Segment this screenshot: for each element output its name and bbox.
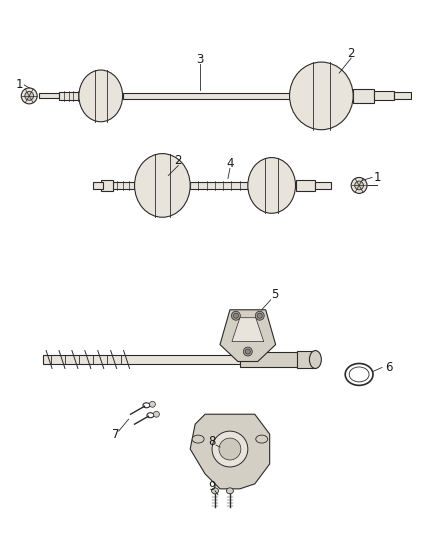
FancyBboxPatch shape [123, 93, 300, 99]
Text: 2: 2 [347, 46, 355, 60]
FancyBboxPatch shape [374, 92, 394, 100]
Circle shape [244, 347, 252, 356]
Text: 9: 9 [208, 480, 216, 494]
Ellipse shape [192, 435, 204, 443]
Text: 4: 4 [226, 157, 234, 170]
FancyBboxPatch shape [315, 182, 331, 189]
Ellipse shape [79, 70, 123, 122]
Text: 8: 8 [208, 434, 216, 448]
FancyBboxPatch shape [59, 92, 83, 100]
Polygon shape [190, 414, 270, 489]
Circle shape [149, 401, 155, 407]
FancyBboxPatch shape [43, 354, 240, 365]
FancyBboxPatch shape [190, 182, 248, 189]
Ellipse shape [309, 351, 321, 368]
Ellipse shape [226, 488, 233, 494]
FancyBboxPatch shape [296, 180, 315, 191]
Circle shape [233, 313, 238, 318]
Ellipse shape [290, 62, 353, 130]
Text: 1: 1 [15, 78, 23, 92]
Circle shape [355, 181, 364, 190]
FancyBboxPatch shape [39, 93, 59, 99]
Circle shape [255, 311, 264, 320]
Ellipse shape [212, 488, 219, 494]
Circle shape [245, 349, 250, 354]
FancyBboxPatch shape [111, 182, 135, 189]
FancyBboxPatch shape [93, 182, 103, 189]
Text: 3: 3 [196, 53, 204, 66]
Text: 7: 7 [112, 427, 120, 441]
Circle shape [25, 92, 34, 100]
FancyBboxPatch shape [297, 351, 315, 368]
Circle shape [153, 411, 159, 417]
FancyBboxPatch shape [353, 89, 374, 103]
Text: 6: 6 [385, 361, 392, 374]
Ellipse shape [256, 435, 268, 443]
Text: 5: 5 [271, 288, 278, 301]
Circle shape [219, 438, 241, 460]
FancyBboxPatch shape [240, 352, 300, 367]
Text: 1: 1 [373, 171, 381, 184]
Circle shape [21, 88, 37, 104]
Circle shape [231, 311, 240, 320]
Polygon shape [232, 318, 264, 342]
FancyBboxPatch shape [101, 180, 113, 191]
FancyBboxPatch shape [394, 92, 411, 99]
Ellipse shape [248, 158, 296, 213]
Polygon shape [220, 310, 276, 361]
Circle shape [212, 431, 248, 467]
Ellipse shape [134, 154, 190, 217]
Circle shape [351, 177, 367, 193]
Circle shape [257, 313, 262, 318]
Text: 2: 2 [174, 154, 182, 167]
